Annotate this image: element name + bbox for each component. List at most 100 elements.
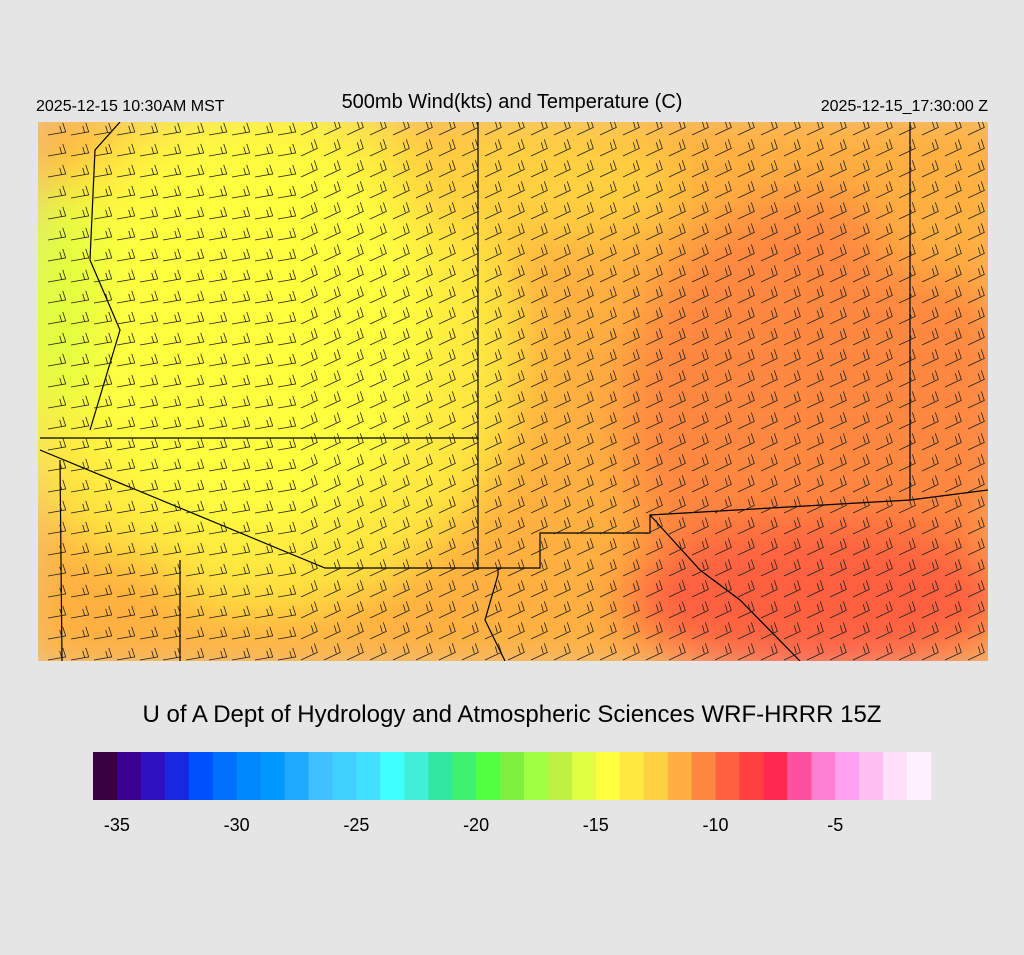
wind-barb <box>668 580 686 598</box>
wind-barb <box>921 601 939 619</box>
wind-barb <box>369 622 387 640</box>
wind-barb <box>783 139 801 157</box>
wind-barb <box>829 181 847 199</box>
wind-barb <box>93 500 113 514</box>
wind-barb <box>622 349 640 367</box>
wind-barb <box>93 584 113 598</box>
wind-barb <box>139 374 159 388</box>
wind-barb <box>530 181 548 199</box>
wind-barb <box>898 391 916 409</box>
wind-barb <box>783 328 801 346</box>
wind-barb <box>576 538 594 556</box>
wind-barb <box>553 223 571 241</box>
wind-barb <box>277 542 297 556</box>
wind-barb <box>70 626 90 640</box>
wind-barb <box>323 202 341 220</box>
wind-barb <box>300 580 318 598</box>
wind-barb <box>645 496 663 514</box>
wind-barb <box>415 181 433 199</box>
wind-barb <box>461 349 479 367</box>
wind-barb <box>93 542 113 556</box>
wind-barb <box>622 643 640 661</box>
wind-barb <box>668 454 686 472</box>
wind-barb <box>300 202 318 220</box>
wind-barb <box>254 521 274 535</box>
colorbar-swatch <box>380 752 405 800</box>
wind-barb <box>622 307 640 325</box>
wind-barb <box>737 122 755 136</box>
wind-barb <box>783 349 801 367</box>
wind-barb <box>714 370 732 388</box>
wind-barb <box>668 139 686 157</box>
wind-barb <box>162 542 182 556</box>
wind-barb <box>553 349 571 367</box>
wind-barb <box>576 559 594 577</box>
wind-barb <box>93 395 113 409</box>
wind-barb <box>829 601 847 619</box>
wind-barb <box>507 643 525 661</box>
wind-barb <box>553 643 571 661</box>
wind-barb <box>162 584 182 598</box>
wind-barb <box>898 475 916 493</box>
wind-barb <box>484 538 502 556</box>
colorbar-swatch <box>835 752 860 800</box>
wind-barb <box>553 370 571 388</box>
wind-barb <box>507 433 525 451</box>
wind-barb <box>668 559 686 577</box>
wind-barb <box>507 181 525 199</box>
wind-barb <box>277 458 297 472</box>
wind-barb <box>737 412 755 430</box>
colorbar-swatch <box>643 752 669 800</box>
wind-barb <box>162 185 182 199</box>
wind-barb <box>668 601 686 619</box>
wind-barb <box>70 248 90 262</box>
wind-barb <box>737 265 755 283</box>
wind-barb <box>415 349 433 367</box>
wind-barb <box>898 265 916 283</box>
wind-barb <box>116 290 136 304</box>
wind-barb <box>599 349 617 367</box>
wind-barb <box>691 202 709 220</box>
wind-barb <box>300 370 318 388</box>
wind-barb <box>783 244 801 262</box>
wind-barb <box>116 311 136 325</box>
wind-barb <box>254 332 274 346</box>
wind-barb <box>185 353 205 367</box>
wind-barb <box>93 269 113 283</box>
wind-barb <box>645 391 663 409</box>
wind-barb <box>47 164 67 178</box>
wind-barb <box>622 265 640 283</box>
wind-barb <box>875 412 893 430</box>
wind-barb <box>760 307 778 325</box>
wind-barb <box>461 580 479 598</box>
wind-barb <box>737 559 755 577</box>
wind-barb <box>47 227 67 241</box>
wind-barb <box>116 647 136 661</box>
wind-barb <box>438 433 456 451</box>
wind-barb <box>461 307 479 325</box>
wind-barb <box>806 622 824 640</box>
wind-barb <box>323 328 341 346</box>
wind-barb <box>967 160 985 178</box>
wind-barb <box>231 143 251 157</box>
wind-barb <box>714 328 732 346</box>
wind-barb <box>829 265 847 283</box>
wind-barb <box>185 290 205 304</box>
wind-barb <box>507 202 525 220</box>
wind-barb <box>484 202 502 220</box>
colorbar-tick-label: -5 <box>827 815 843 835</box>
colorbar-swatch <box>164 752 190 800</box>
wind-barb <box>254 395 274 409</box>
wind-barb <box>760 349 778 367</box>
wind-barb <box>116 248 136 262</box>
wind-barb <box>277 437 297 451</box>
wind-barb <box>553 622 571 640</box>
colorbar-swatch <box>691 752 717 800</box>
wind-barb <box>116 521 136 535</box>
wind-barb <box>645 244 663 262</box>
wind-barb <box>415 370 433 388</box>
wind-barb <box>162 479 182 493</box>
wind-barb <box>139 605 159 619</box>
wind-barb <box>392 223 410 241</box>
